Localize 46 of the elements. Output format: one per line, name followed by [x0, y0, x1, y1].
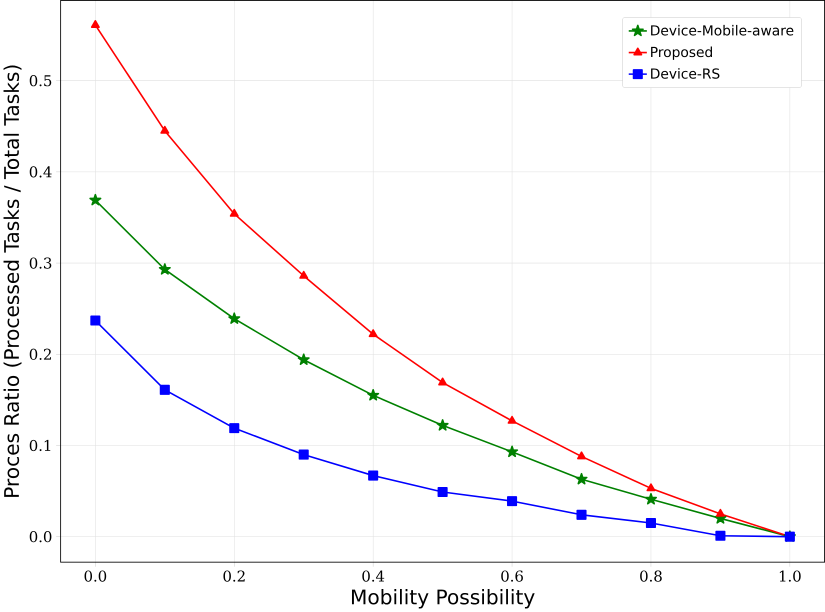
point: [577, 451, 586, 460]
legend-label: Device-RS: [651, 68, 720, 79]
point: [160, 126, 170, 134]
legend-label: Device-Mobile-aware: [651, 24, 794, 36]
y-tick-label: 0.2: [30, 348, 51, 360]
x-tick-label: 0.4: [362, 570, 384, 582]
x-tick-label: 0.0: [84, 570, 106, 582]
point: [367, 389, 380, 401]
point: [646, 483, 656, 492]
point: [506, 446, 518, 458]
legend-label: Proposed: [651, 46, 712, 60]
y-tick-label: 0.0: [30, 531, 52, 542]
point: [438, 378, 448, 386]
point: [644, 492, 657, 505]
y-tick-label: 0.3: [30, 257, 52, 269]
point: [508, 416, 517, 424]
point: [576, 510, 587, 520]
point: [575, 472, 588, 484]
point: [438, 486, 448, 498]
y-tick-label: 0.1: [30, 440, 50, 452]
point: [646, 518, 656, 528]
x-tick-label: 0.6: [501, 570, 523, 582]
point: [229, 423, 240, 434]
point: [507, 496, 518, 506]
point: [716, 508, 725, 517]
x-tick-label: 1.0: [780, 570, 801, 582]
x-axis-title: Mobility Possibility: [352, 588, 535, 608]
point: [90, 20, 100, 28]
point: [436, 419, 449, 431]
point: [368, 329, 378, 338]
point: [715, 530, 726, 541]
point: [299, 270, 308, 279]
x-tick-label: 0.8: [640, 570, 662, 582]
point: [298, 450, 309, 460]
point: [89, 194, 102, 206]
y-axis-title: Proces Ratio (Processed Tasks / Total Tasks): [4, 65, 22, 497]
y-tick-label: 0.5: [30, 75, 52, 86]
point: [368, 470, 378, 481]
point: [298, 353, 310, 365]
y-tick-label: 0.4: [30, 166, 52, 178]
point: [230, 208, 239, 217]
point: [160, 384, 170, 395]
point: [90, 315, 100, 326]
point: [158, 263, 171, 275]
point: [228, 312, 240, 324]
x-tick-label: 0.2: [223, 570, 245, 582]
